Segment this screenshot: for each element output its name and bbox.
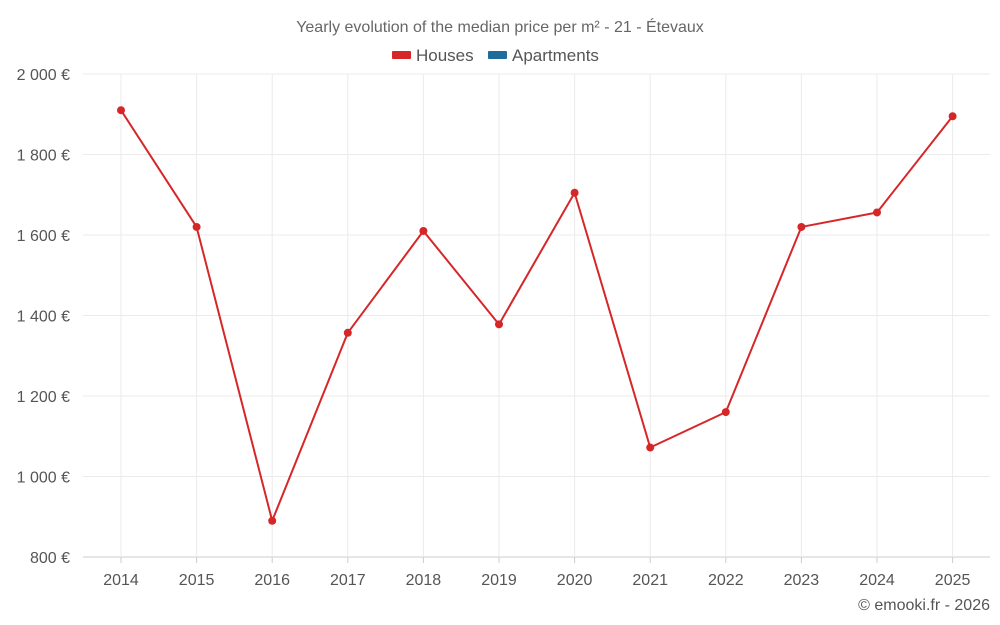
- y-tick-label: 1 400 €: [17, 309, 70, 326]
- credit-text: © emooki.fr - 2026: [858, 597, 990, 614]
- data-point-2025[interactable]: [948, 112, 957, 121]
- x-tick-label: 2022: [708, 572, 744, 589]
- legend: Houses Apartments: [392, 46, 599, 65]
- x-tick-label: 2024: [859, 572, 895, 589]
- data-point-2016[interactable]: [268, 516, 277, 525]
- data-point-2014[interactable]: [117, 106, 125, 115]
- legend-item-houses[interactable]: Houses: [392, 46, 474, 65]
- x-tick-label: 2021: [632, 572, 668, 589]
- legend-swatch: [392, 51, 411, 59]
- x-axis: 2014 2015 2016 2017 2018 2019 2020 2021 2022 2023…: [103, 557, 970, 589]
- legend-swatch: [488, 51, 507, 59]
- y-tick-label: 800 €: [30, 550, 70, 567]
- data-point-2017[interactable]: [343, 328, 352, 337]
- data-point-2021[interactable]: [646, 443, 655, 452]
- data-point-2019[interactable]: [495, 320, 503, 329]
- y-tick-label: 1 600 €: [17, 228, 70, 245]
- grid: [83, 73, 990, 558]
- series-layer: [117, 106, 957, 525]
- data-point-2018[interactable]: [419, 226, 428, 235]
- y-tick-label: 1 200 €: [17, 389, 70, 406]
- data-point-2023[interactable]: [797, 222, 806, 231]
- data-point-2024[interactable]: [873, 208, 881, 217]
- x-tick-label: 2017: [330, 572, 366, 589]
- y-tick-label: 2 000 €: [17, 67, 70, 84]
- legend-label: Houses: [416, 46, 474, 65]
- y-tick-label: 1 800 €: [17, 148, 70, 165]
- legend-label: Apartments: [512, 46, 599, 65]
- x-tick-label: 2018: [406, 572, 442, 589]
- x-tick-label: 2014: [103, 572, 139, 589]
- x-tick-label: 2020: [557, 572, 593, 589]
- y-tick-label: 1 000 €: [17, 470, 70, 487]
- x-tick-label: 2016: [254, 572, 290, 589]
- legend-item-apartments[interactable]: Apartments: [488, 46, 599, 65]
- x-tick-label: 2025: [935, 572, 971, 589]
- x-tick-label: 2015: [179, 572, 215, 589]
- series-line-houses: [120, 109, 954, 522]
- data-point-2015[interactable]: [192, 222, 201, 231]
- x-tick-label: 2019: [481, 572, 517, 589]
- chart-title: Yearly evolution of the median price per…: [296, 17, 704, 36]
- data-point-2020[interactable]: [570, 188, 579, 197]
- data-point-2022[interactable]: [721, 408, 730, 417]
- y-axis: 800 € 1 000 € 1 200 € 1 400 € 1 600 € 1 800 €…: [17, 67, 70, 567]
- x-tick-label: 2023: [784, 572, 820, 589]
